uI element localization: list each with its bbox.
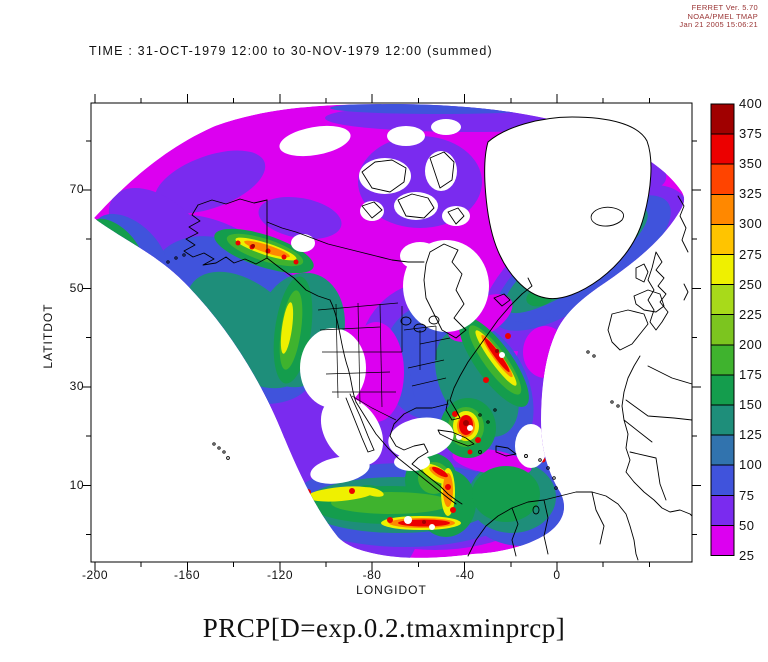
x-tick-label: -40 <box>455 568 475 582</box>
x-tick-label: -200 <box>81 568 109 582</box>
x-tick-label: 0 <box>553 568 561 582</box>
colorbar-label: 150 <box>739 397 763 412</box>
colorbar-label: 250 <box>739 277 763 292</box>
colorbar-cell <box>710 133 735 165</box>
version-stamp: FERRET Ver. 5.70 NOAA/PMEL TMAP Jan 21 2… <box>679 3 758 30</box>
colorbar-label: 125 <box>739 427 763 442</box>
colorbar <box>710 103 735 557</box>
colorbar-cell <box>710 434 735 466</box>
white-masks <box>279 119 547 530</box>
y-tick-label: 50 <box>69 281 84 295</box>
colorbar-label: 200 <box>739 337 763 352</box>
colorbar-cell <box>710 524 735 557</box>
colorbar-cell <box>710 374 735 406</box>
variable-label: PRCP[D=exp.0.2.tmaxminprcp] <box>202 613 566 643</box>
axis-ticks <box>82 94 701 571</box>
greenland-outline <box>484 116 652 300</box>
colorbar-label: 400 <box>739 96 763 111</box>
x-tick-label: -160 <box>173 568 201 582</box>
y-tick-label: 30 <box>69 379 84 393</box>
colorbar-label: 25 <box>739 548 755 563</box>
x-axis-label: LONGIDOT <box>356 583 427 597</box>
state-borders <box>317 302 451 421</box>
colorbar-label: 275 <box>739 247 763 262</box>
colorbar-cell <box>710 464 735 496</box>
colorbar-cell <box>710 314 735 346</box>
x-tick-label: -120 <box>266 568 294 582</box>
colorbar-cell <box>710 254 735 286</box>
colorbar-cell <box>710 163 735 195</box>
colorbar-label: 175 <box>739 367 763 382</box>
stamp-version: FERRET Ver. 5.70 <box>691 3 758 12</box>
y-tick-label: 10 <box>69 478 84 492</box>
colorbar-cell <box>710 284 735 316</box>
x-tick-label: -80 <box>362 568 382 582</box>
colorbar-label: 75 <box>739 488 755 503</box>
plot-frame <box>90 102 693 563</box>
colorbar-cell <box>710 494 735 526</box>
colorbar-label: 50 <box>739 518 755 533</box>
y-tick-label: 70 <box>69 182 84 196</box>
colorbar-cell <box>710 404 735 436</box>
stamp-org: NOAA/PMEL TMAP <box>687 11 758 21</box>
colorbar-label: 225 <box>739 307 763 322</box>
colorbar-cell <box>710 344 735 376</box>
colorbar-label: 300 <box>739 216 763 231</box>
colorbar-label: 100 <box>739 457 763 472</box>
colorbar-cell <box>710 223 735 255</box>
colorbar-label: 325 <box>739 186 763 201</box>
colorbar-label: 350 <box>739 156 763 171</box>
colorbar-label: 375 <box>739 126 763 141</box>
colorbar-cell <box>710 193 735 225</box>
coastlines <box>166 151 693 561</box>
plot-title: TIME : 31-OCT-1979 12:00 to 30-NOV-1979 … <box>89 44 493 58</box>
colorbar-cell <box>710 103 735 135</box>
stamp-date: Jan 21 2005 15:06:21 <box>679 20 758 29</box>
y-axis-label: LATITDOT <box>41 303 55 369</box>
